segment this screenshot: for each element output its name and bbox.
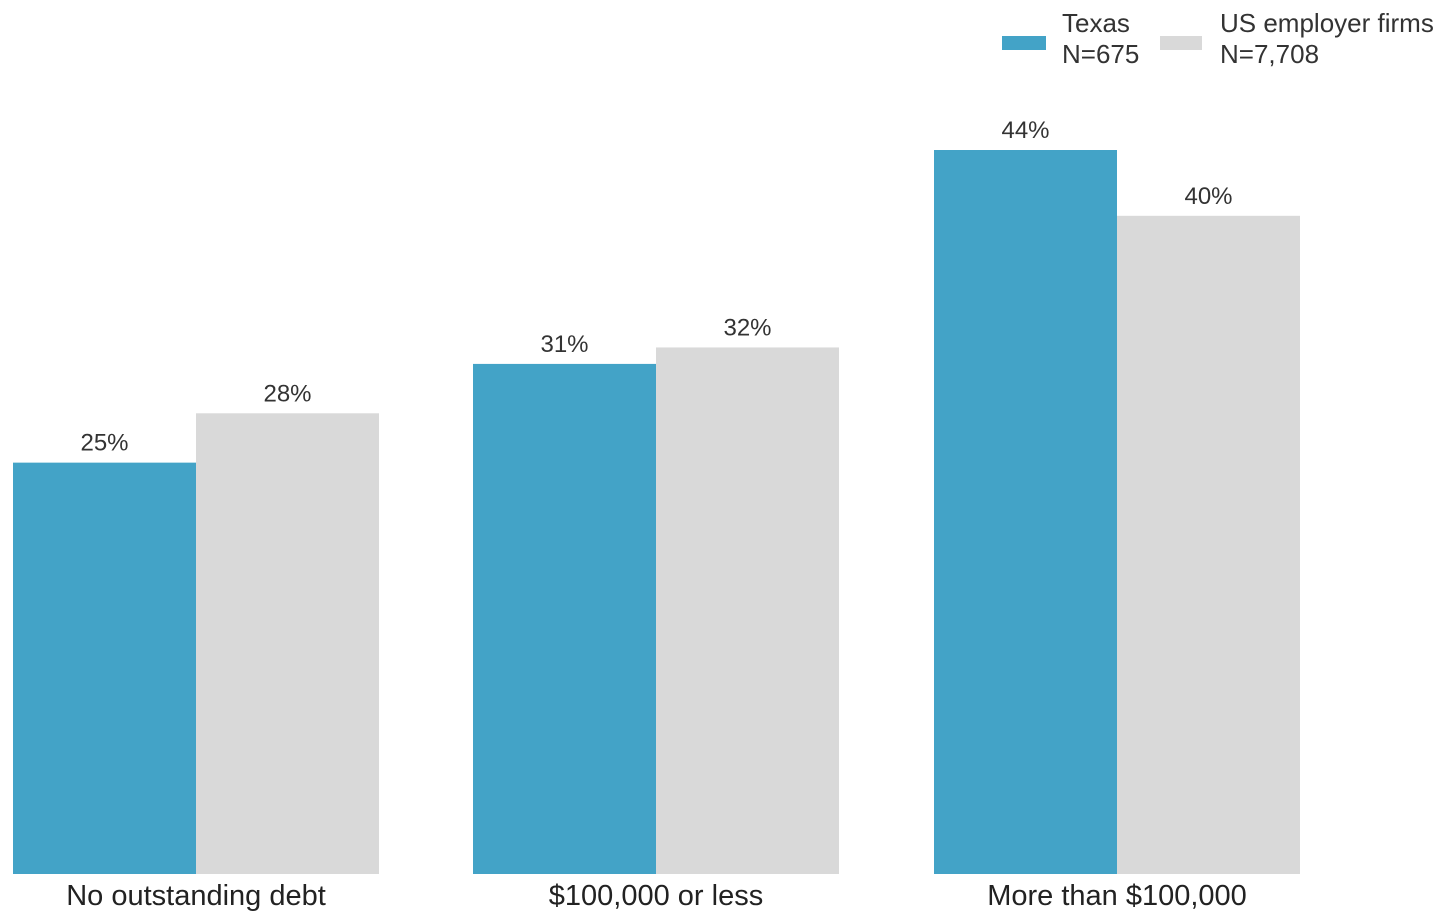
data-label-texas-1: 31% [540, 331, 588, 358]
legend: Texas N=675 US employer firms N=7,708 [1002, 8, 1434, 69]
plot-area: 25% 28% No outstanding debt 31% 32% $100,000 … [13, 117, 1300, 912]
bar-texas-0 [13, 462, 196, 874]
legend-label-texas: Texas [1062, 8, 1130, 38]
bar-texas-2 [934, 150, 1117, 874]
category-label-1: $100,000 or less [549, 880, 763, 912]
data-label-us-employer-firms-0: 28% [263, 380, 311, 407]
legend-sample-us-employer-firms: N=7,708 [1220, 39, 1319, 69]
data-label-texas-2: 44% [1001, 117, 1049, 144]
legend-swatch-us-employer-firms [1160, 36, 1202, 50]
bar-us-employer-firms-2 [1117, 215, 1300, 874]
data-label-texas-0: 25% [80, 430, 128, 457]
bar-us-employer-firms-0 [196, 413, 379, 874]
bar-us-employer-firms-1 [656, 347, 839, 874]
legend-sample-texas: N=675 [1062, 39, 1139, 69]
bar-texas-1 [473, 363, 656, 874]
legend-swatch-texas [1002, 36, 1046, 50]
category-label-0: No outstanding debt [66, 880, 326, 912]
data-label-us-employer-firms-2: 40% [1184, 183, 1232, 210]
data-label-us-employer-firms-1: 32% [723, 314, 771, 341]
category-label-2: More than $100,000 [987, 880, 1247, 912]
legend-label-us-employer-firms: US employer firms [1220, 8, 1434, 38]
